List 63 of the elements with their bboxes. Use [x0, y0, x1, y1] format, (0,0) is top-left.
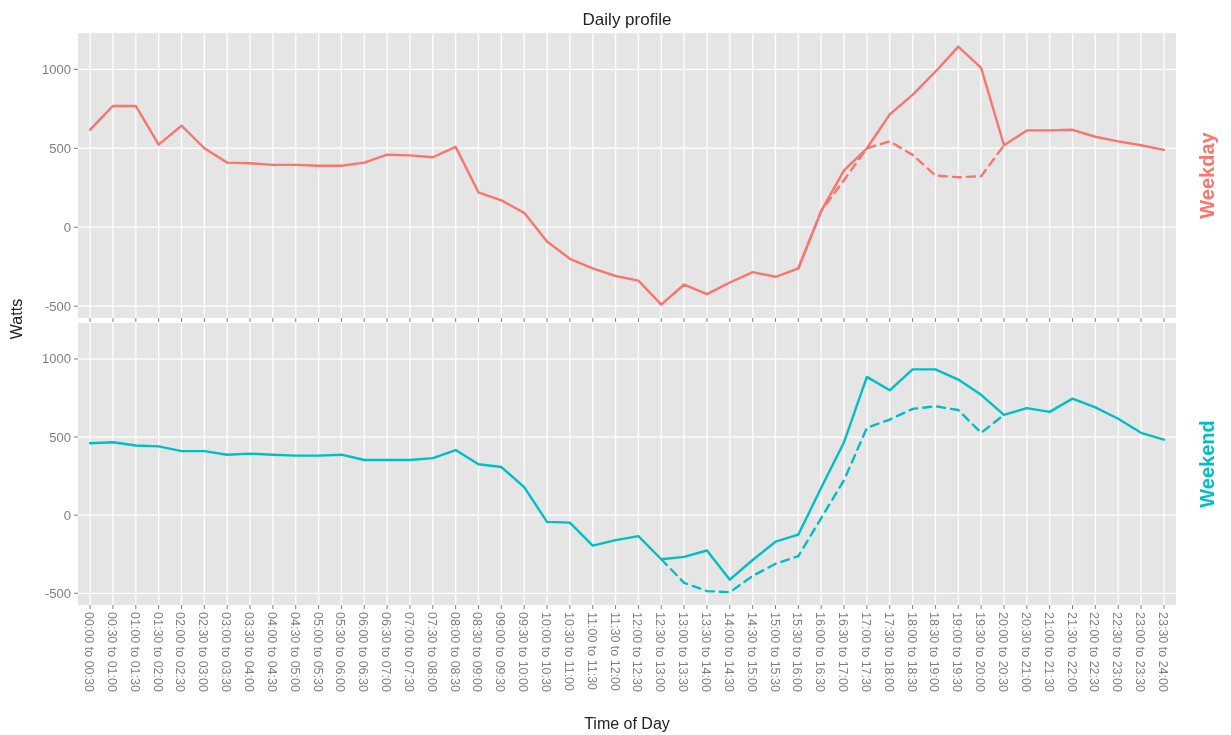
x-tick-label: 07:00 to 07:30 [401, 612, 416, 692]
y-tick-label: 500 [49, 429, 71, 445]
y-tick-label: 500 [49, 140, 71, 156]
x-tick-label: 12:30 to 13:00 [653, 612, 668, 692]
x-tick-label: 06:00 to 06:30 [356, 612, 371, 692]
x-tick-label: 20:00 to 20:30 [995, 612, 1010, 692]
x-tick-label: 01:00 to 01:30 [127, 612, 142, 692]
y-tick-label: -500 [44, 585, 71, 601]
x-tick-label: 08:30 to 09:00 [470, 612, 485, 692]
x-tick-label: 09:00 to 09:30 [493, 612, 508, 692]
y-tick-label: 0 [63, 219, 71, 235]
x-tick-label: 03:30 to 04:00 [242, 612, 257, 692]
x-tick-label: 22:30 to 23:00 [1110, 612, 1125, 692]
x-tick-label: 19:00 to 19:30 [950, 612, 965, 692]
x-tick-label: 04:00 to 04:30 [264, 612, 279, 692]
x-tick-label: 17:30 to 18:00 [881, 612, 896, 692]
x-tick-label: 18:30 to 19:00 [927, 612, 942, 692]
x-tick-label: 10:30 to 11:00 [561, 612, 576, 692]
x-tick-label: 09:30 to 10:00 [516, 612, 531, 692]
x-tick-label: 04:30 to 05:00 [287, 612, 302, 692]
x-tick-label: 12:00 to 12:30 [630, 612, 645, 692]
x-tick-label: 18:00 to 18:30 [904, 612, 919, 692]
x-tick-label: 17:00 to 17:30 [858, 612, 873, 692]
x-tick-label: 16:00 to 16:30 [813, 612, 828, 692]
x-axis-title: Time of Day [584, 715, 670, 732]
x-tick-label: 13:00 to 13:30 [676, 612, 691, 692]
x-tick-label: 10:00 to 10:30 [539, 612, 554, 692]
x-tick-label: 08:00 to 08:30 [447, 612, 462, 692]
x-tick-label: 02:30 to 03:00 [196, 612, 211, 692]
x-tick-label: 14:30 to 15:00 [744, 612, 759, 692]
x-tick-label: 02:00 to 02:30 [173, 612, 188, 692]
x-tick-label: 05:30 to 06:00 [333, 612, 348, 692]
x-tick-label: 11:00 to 11:30 [584, 612, 599, 691]
x-tick-label: 23:00 to 23:30 [1133, 612, 1148, 692]
x-tick-label: 21:30 to 22:00 [1064, 612, 1079, 692]
x-tick-label: 05:00 to 05:30 [310, 612, 325, 692]
x-tick-label: 19:30 to 20:00 [973, 612, 988, 692]
x-tick-label: 23:30 to 24:00 [1155, 612, 1170, 692]
x-tick-label: 00:30 to 01:00 [104, 612, 119, 692]
x-tick-label: 06:30 to 07:00 [379, 612, 394, 692]
line-series [88, 45, 1166, 306]
x-tick-label: 11:30 to 12:00 [607, 612, 622, 692]
line-series [797, 140, 1006, 270]
x-tick-label: 03:00 to 03:30 [219, 612, 234, 692]
y-axis-title: Watts [8, 298, 25, 340]
x-tick-label: 22:00 to 22:30 [1087, 612, 1102, 692]
x-tick-label: 21:00 to 21:30 [1041, 612, 1056, 692]
text: Weekend [1196, 420, 1218, 508]
y-tick-label: 1000 [42, 351, 71, 367]
x-tick-label: 16:30 to 17:00 [836, 612, 851, 692]
x-tick-label: 13:30 to 14:00 [698, 612, 713, 692]
x-tick-label: 14:00 to 14:30 [721, 612, 736, 692]
chart-title: Daily profile [582, 10, 672, 29]
x-tick-label: 01:30 to 02:00 [150, 612, 165, 692]
x-tick-label: 07:30 to 08:00 [424, 612, 439, 692]
y-tick-label: -500 [44, 298, 71, 314]
x-tick-label: 15:00 to 15:30 [767, 612, 782, 692]
text: Weekday [1196, 131, 1218, 219]
x-tick-label: 00:00 to 00:30 [82, 612, 97, 692]
y-tick-label: 1000 [42, 61, 71, 77]
y-tick-label: 0 [63, 507, 71, 523]
x-tick-label: 20:30 to 21:00 [1018, 612, 1033, 692]
x-tick-label: 15:30 to 16:00 [790, 612, 805, 692]
